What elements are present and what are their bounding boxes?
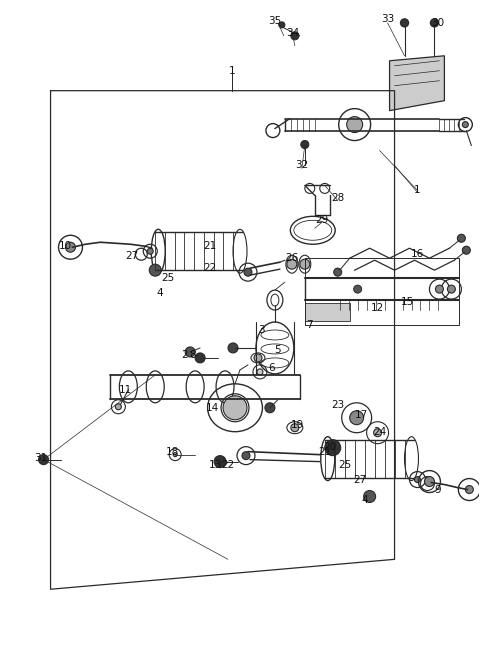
Text: 14: 14 — [205, 403, 219, 413]
Circle shape — [373, 429, 382, 437]
Circle shape — [254, 354, 262, 362]
Circle shape — [291, 32, 299, 40]
Circle shape — [325, 440, 341, 456]
Circle shape — [265, 403, 275, 413]
Circle shape — [415, 476, 420, 483]
Text: 19: 19 — [291, 420, 304, 430]
Circle shape — [300, 259, 310, 269]
Text: 29: 29 — [315, 215, 328, 225]
Circle shape — [228, 343, 238, 353]
Text: 13: 13 — [208, 460, 222, 470]
Text: 3: 3 — [259, 325, 265, 335]
Text: 25: 25 — [338, 460, 351, 470]
Circle shape — [462, 246, 470, 255]
Text: 21: 21 — [318, 447, 331, 457]
Circle shape — [115, 404, 121, 410]
Circle shape — [301, 140, 309, 148]
Text: 22: 22 — [204, 263, 216, 273]
Text: 24: 24 — [373, 426, 386, 437]
Circle shape — [465, 485, 473, 493]
Text: 31: 31 — [34, 453, 47, 462]
Circle shape — [244, 268, 252, 276]
Circle shape — [38, 455, 48, 464]
Circle shape — [457, 234, 465, 242]
Circle shape — [185, 347, 195, 357]
Circle shape — [147, 248, 153, 255]
Text: 8: 8 — [189, 350, 195, 360]
Circle shape — [347, 117, 363, 133]
Text: 28: 28 — [331, 194, 344, 203]
Text: 12: 12 — [371, 303, 384, 313]
Text: 26: 26 — [285, 253, 299, 263]
Text: 7: 7 — [307, 320, 313, 330]
Circle shape — [195, 353, 205, 363]
Text: 21: 21 — [204, 241, 216, 251]
Circle shape — [279, 22, 285, 28]
Circle shape — [435, 285, 444, 293]
Circle shape — [447, 285, 456, 293]
Circle shape — [65, 242, 75, 252]
Circle shape — [214, 456, 226, 468]
Circle shape — [424, 476, 434, 487]
Circle shape — [354, 285, 361, 293]
Text: 4: 4 — [361, 495, 368, 504]
Circle shape — [223, 396, 247, 420]
Text: 17: 17 — [355, 410, 368, 420]
Circle shape — [173, 453, 177, 457]
Text: 27: 27 — [353, 474, 366, 485]
Text: 9: 9 — [434, 485, 441, 495]
Text: 10: 10 — [59, 241, 72, 251]
Text: 4: 4 — [157, 288, 164, 298]
Text: 1: 1 — [414, 186, 421, 195]
Text: 20: 20 — [323, 441, 336, 451]
Text: 5: 5 — [275, 345, 281, 355]
Text: 23: 23 — [331, 400, 344, 410]
Circle shape — [462, 121, 468, 127]
Text: 33: 33 — [381, 14, 394, 24]
Text: 32: 32 — [295, 161, 309, 171]
Circle shape — [400, 19, 408, 27]
Circle shape — [291, 424, 299, 432]
Circle shape — [350, 411, 364, 424]
Text: 16: 16 — [411, 249, 424, 259]
Text: 22: 22 — [221, 460, 235, 470]
Text: 15: 15 — [401, 297, 414, 307]
Circle shape — [242, 451, 250, 460]
Text: 1: 1 — [228, 66, 235, 75]
Circle shape — [287, 259, 297, 269]
Text: 30: 30 — [431, 18, 444, 28]
Text: 18: 18 — [166, 447, 179, 457]
Circle shape — [431, 19, 438, 27]
Text: 2: 2 — [181, 350, 188, 360]
Bar — [305, 303, 350, 321]
Text: 27: 27 — [126, 251, 139, 261]
Polygon shape — [390, 56, 444, 111]
Text: 34: 34 — [286, 28, 300, 38]
Text: 6: 6 — [269, 363, 275, 373]
Circle shape — [149, 264, 161, 276]
Text: 11: 11 — [119, 385, 132, 395]
Circle shape — [257, 369, 263, 375]
Text: 25: 25 — [162, 273, 175, 283]
Circle shape — [364, 491, 376, 502]
Text: 35: 35 — [268, 16, 282, 26]
Circle shape — [334, 268, 342, 276]
